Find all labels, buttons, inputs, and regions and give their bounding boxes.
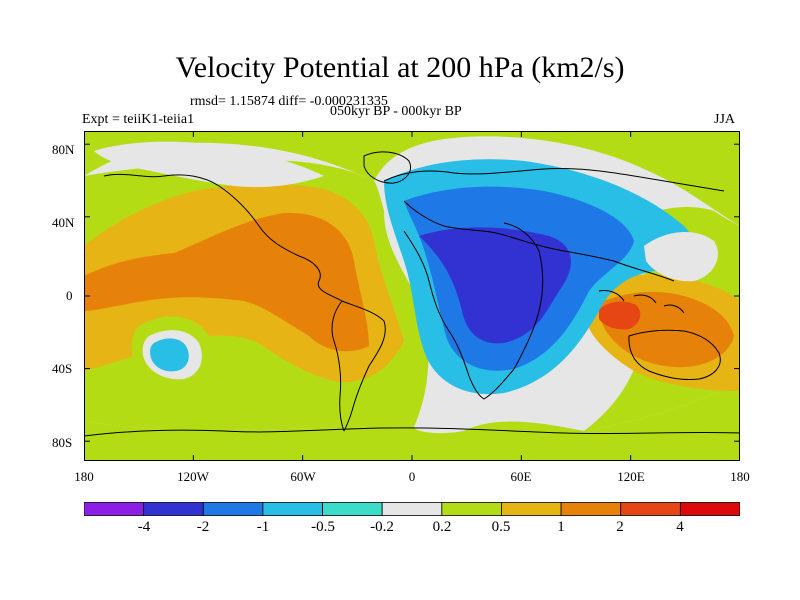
colorbar-label: -4 [137, 519, 151, 535]
colorbar-label: -0.2 [370, 519, 394, 535]
north-america-coast [103, 173, 343, 302]
colorbar-label: -2 [196, 519, 210, 535]
colorbar-label: 2 [616, 519, 624, 535]
x-label-120w: 120W [177, 469, 209, 484]
greenland-coast [363, 151, 411, 184]
contour-red-indonesia [599, 301, 641, 330]
contour-blue-dark-africa [419, 227, 571, 344]
colorbar-label: 0.5 [491, 519, 511, 535]
antarctica-coast [84, 427, 740, 437]
contour-green-south [84, 381, 740, 461]
contour-orange-americas [84, 212, 369, 352]
southeast-asia-islands [598, 290, 685, 314]
colorbar-swatch [620, 502, 681, 516]
map-title: Velocity Potential at 200 hPa (km2/s) [175, 51, 625, 84]
colorbar-swatch [381, 502, 443, 516]
x-label-0: 0 [408, 469, 416, 484]
map-ticks [84, 131, 740, 461]
x-label-120e: 120E [617, 469, 645, 484]
colorbar-label: 0.2 [432, 519, 452, 535]
x-label-60e: 60E [510, 469, 532, 484]
colorbar [84, 502, 740, 516]
contour-white-east-asia [644, 231, 718, 282]
colorbar-swatch [202, 502, 264, 516]
contour-green-north [84, 131, 740, 226]
x-label-180w: 180 [74, 469, 94, 484]
contour-white-north-america [94, 141, 324, 188]
colorbar-label: 1 [557, 519, 565, 535]
colorbar-swatch [501, 502, 562, 516]
colorbar-swatch [262, 502, 323, 516]
africa-coast [403, 222, 544, 400]
period-label: 050kyr BP - 000kyr BP [330, 104, 462, 119]
australia-coast [628, 329, 721, 380]
colorbar-swatch [441, 502, 502, 516]
colorbar-label: -1 [256, 519, 270, 535]
colorbar-label: -0.5 [311, 519, 335, 535]
experiment-label: Expt = teiiK1-teiia1 [82, 112, 195, 127]
eurasia-coast [383, 167, 725, 282]
colorbar-swatch [84, 502, 145, 516]
colorbar-swatch [679, 502, 740, 516]
colorbar-swatch [560, 502, 622, 516]
contour-cyan-pacific [150, 338, 189, 372]
colorbar-swatch [143, 502, 204, 516]
y-label-80s: 80S [52, 435, 73, 450]
south-america-coast [331, 300, 386, 432]
colorbar-label: 4 [676, 519, 684, 535]
y-label-80n: 80N [52, 142, 75, 157]
stats-line: rmsd= 1.15874 diff= -0.000231335 [190, 94, 388, 109]
x-label-60w: 60W [290, 469, 316, 484]
x-label-180e: 180 [730, 469, 750, 484]
colorbar-swatch [322, 502, 383, 516]
velocity-potential-map [84, 131, 740, 461]
y-label-40n: 40N [52, 215, 75, 230]
season-label: JJA [714, 112, 736, 127]
y-label-40s: 40S [52, 361, 73, 376]
y-label-equator: 0 [66, 288, 73, 303]
